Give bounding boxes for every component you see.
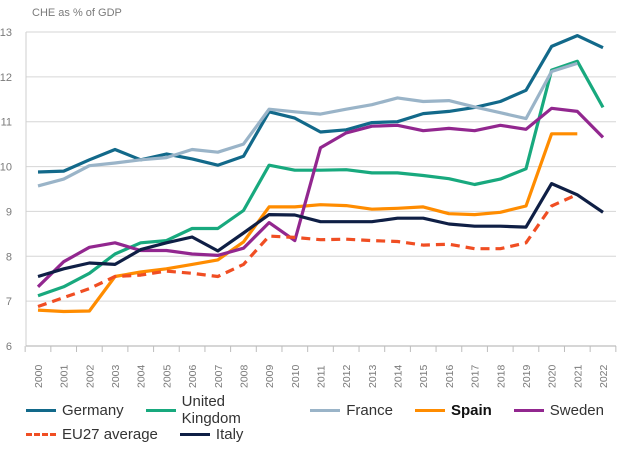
legend-item: Spain [414,401,492,419]
legend-swatch [145,408,176,412]
y-tick-label: 11 [1,117,12,129]
y-axis-ticks: 6 7 8 9 10 11 12 13 [0,27,12,353]
x-tick-label: 2015 [418,364,430,388]
x-tick-label: 2016 [444,364,456,388]
legend-swatch [26,432,56,436]
legend-label: France [346,401,393,419]
x-tick-label: 2002 [84,364,96,388]
series-line-spain [37,132,578,314]
series-line-france [37,61,578,188]
legend-label: Sweden [549,401,604,419]
x-tick-label: 2001 [59,364,71,388]
legend-item: France [310,402,393,419]
series-line-italy [37,182,604,279]
legend: Germany United Kingdom France Spain Sweden EU… [26,393,626,446]
legend-item: United Kingdom [145,393,289,427]
x-tick-label: 2017 [470,364,482,388]
series-line-eu27-average [37,192,578,309]
x-tick-label: 2011 [316,365,328,388]
legend-swatch [513,408,544,412]
x-tick-label: 2012 [341,364,353,388]
legend-item: Sweden [513,401,604,419]
x-tick-label: 2003 [110,364,122,388]
x-tick-label: 2006 [187,364,199,388]
x-tick-label: 2009 [264,364,276,388]
y-tick-label: 12 [0,72,12,84]
legend-item: Germany [26,402,124,419]
legend-swatch [414,408,445,412]
x-tick-label: 2010 [290,364,302,388]
series-lines [36,33,605,314]
legend-item: Italy [179,425,244,443]
legend-swatch [310,408,341,412]
legend-swatch [26,408,56,412]
legend-swatch [179,432,210,436]
x-tick-label: 2022 [598,364,610,388]
legend-label: Italy [215,425,244,443]
y-tick-label: 10 [0,162,12,174]
x-tick-label: 2007 [213,364,225,388]
x-tick-label: 2008 [238,364,250,388]
legend-label: Spain [450,401,492,419]
x-tick-label: 2018 [495,364,507,388]
x-tick-label: 2000 [33,364,45,388]
x-tick-label: 2020 [547,364,559,388]
x-tick-label: 2019 [521,364,533,388]
y-tick-label: 6 [6,341,12,353]
gridlines [25,31,616,346]
x-tick-label: 2013 [367,364,379,388]
y-axis-title: CHE as % of GDP [32,7,122,19]
x-tick-label: 2005 [161,364,173,388]
y-tick-label: 8 [6,251,12,263]
series-line-germany [37,33,604,174]
x-tick-label: 2004 [136,364,148,388]
legend-row: Germany United Kingdom France Spain Sweden [26,393,626,427]
y-tick-label: 9 [6,206,12,218]
series-line-sweden [36,106,605,288]
legend-label: Germany [62,401,124,419]
legend-label: EU27 average [62,425,158,443]
x-tick-label: 2014 [393,364,405,388]
legend-row: EU27 average Italy [26,422,626,446]
y-tick-label: 7 [6,296,12,308]
x-tick-label: 2021 [572,364,584,388]
y-tick-label: 13 [0,27,12,39]
legend-label: United Kingdom [181,393,241,427]
x-axis: 2000 2001 2002 2003 2004 2005 2006 2007 2008 2009… [24,345,617,388]
legend-item: EU27 average [26,426,158,443]
